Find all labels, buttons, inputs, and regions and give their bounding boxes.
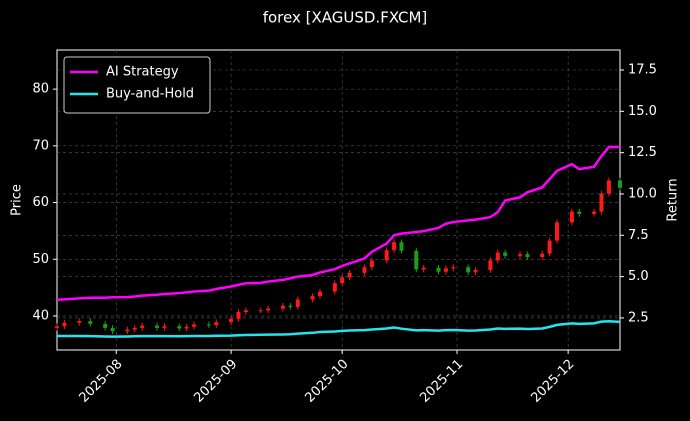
candle-body bbox=[184, 326, 189, 329]
candle-body bbox=[488, 260, 493, 271]
y-tick-label: 40 bbox=[32, 308, 49, 323]
candle-body bbox=[155, 325, 160, 328]
candle-body bbox=[310, 296, 315, 300]
candle-body bbox=[55, 326, 59, 328]
candle-body bbox=[473, 270, 478, 273]
legend-label: Buy-and-Hold bbox=[106, 87, 194, 102]
candle-body bbox=[443, 268, 448, 272]
series-line bbox=[56, 145, 620, 301]
candle-body bbox=[295, 299, 300, 307]
candle-body bbox=[569, 211, 574, 223]
candle-body bbox=[384, 250, 389, 261]
legend-frame bbox=[63, 56, 211, 114]
y2-tick-label: 5.0 bbox=[628, 269, 649, 284]
candle-body bbox=[77, 321, 82, 323]
legend: AI Strategy Buy-and-Hold bbox=[63, 56, 211, 114]
x-tick-label: 2025-09 bbox=[191, 357, 240, 406]
x-tick-label: 2025-11 bbox=[417, 357, 466, 406]
candle-body bbox=[206, 324, 211, 326]
candle-body bbox=[399, 242, 404, 251]
candle-body bbox=[525, 254, 530, 257]
y-tick-label: 70 bbox=[32, 138, 49, 153]
x-tick-label: 2025-08 bbox=[77, 357, 126, 406]
candle-body bbox=[414, 250, 419, 270]
candle-body bbox=[540, 253, 545, 257]
candle-body bbox=[466, 267, 471, 273]
candle-body bbox=[88, 321, 93, 324]
legend-label: AI Strategy bbox=[106, 65, 179, 80]
candle-body bbox=[214, 322, 219, 326]
y-tick-label: 60 bbox=[32, 195, 49, 210]
y-axis-label: Price bbox=[10, 184, 25, 216]
candle-body bbox=[421, 267, 426, 270]
candle-body bbox=[132, 327, 137, 330]
candle-body bbox=[599, 193, 604, 212]
y-tick-label: 80 bbox=[32, 82, 49, 97]
candle-body bbox=[177, 326, 182, 329]
y2-tick-label: 12.5 bbox=[628, 145, 657, 160]
candle-body bbox=[592, 211, 597, 214]
y2-tick-label: 15.0 bbox=[628, 104, 657, 119]
candle-body bbox=[103, 323, 108, 328]
candle-body bbox=[618, 180, 622, 188]
y2-tick-label: 2.5 bbox=[628, 310, 649, 325]
candle-body bbox=[495, 252, 500, 261]
candle-body bbox=[258, 310, 263, 312]
candle-body bbox=[162, 326, 167, 328]
chart-title: forex [XAGUSD.FXCM] bbox=[263, 9, 428, 27]
y2-axis-label: Return bbox=[666, 178, 681, 221]
candle-body bbox=[517, 254, 522, 256]
candle-body bbox=[192, 324, 197, 327]
candle-body bbox=[347, 272, 352, 278]
candle-body bbox=[125, 329, 130, 332]
candle-body bbox=[555, 222, 560, 241]
y2-tick-label: 7.5 bbox=[628, 228, 649, 243]
candle-body bbox=[369, 260, 374, 268]
candle-body bbox=[392, 242, 397, 251]
candle-body bbox=[577, 211, 582, 214]
y-tick-label: 50 bbox=[32, 252, 49, 267]
candle-body bbox=[266, 308, 271, 311]
candle-body bbox=[362, 267, 367, 273]
candle-body bbox=[288, 305, 293, 307]
series-line bbox=[57, 319, 621, 338]
candle-body bbox=[332, 283, 337, 292]
candle-body bbox=[451, 267, 456, 269]
candle-body bbox=[606, 180, 611, 194]
y2-tick-label: 10.0 bbox=[628, 186, 657, 201]
candle-body bbox=[280, 305, 285, 309]
candle-body bbox=[340, 277, 345, 284]
candle-body bbox=[547, 240, 552, 254]
candle-body bbox=[110, 327, 115, 332]
candle-body bbox=[317, 291, 322, 297]
x-tick-label: 2025-12 bbox=[528, 357, 577, 406]
candle-body bbox=[62, 322, 67, 327]
candle-body bbox=[436, 267, 441, 272]
candle-body bbox=[229, 318, 234, 323]
candle-body bbox=[243, 310, 248, 313]
x-tick-label: 2025-10 bbox=[302, 357, 351, 406]
candle-body bbox=[503, 252, 508, 256]
candle-body bbox=[236, 312, 241, 319]
candle-body bbox=[140, 325, 145, 328]
y2-tick-label: 17.5 bbox=[628, 63, 657, 78]
